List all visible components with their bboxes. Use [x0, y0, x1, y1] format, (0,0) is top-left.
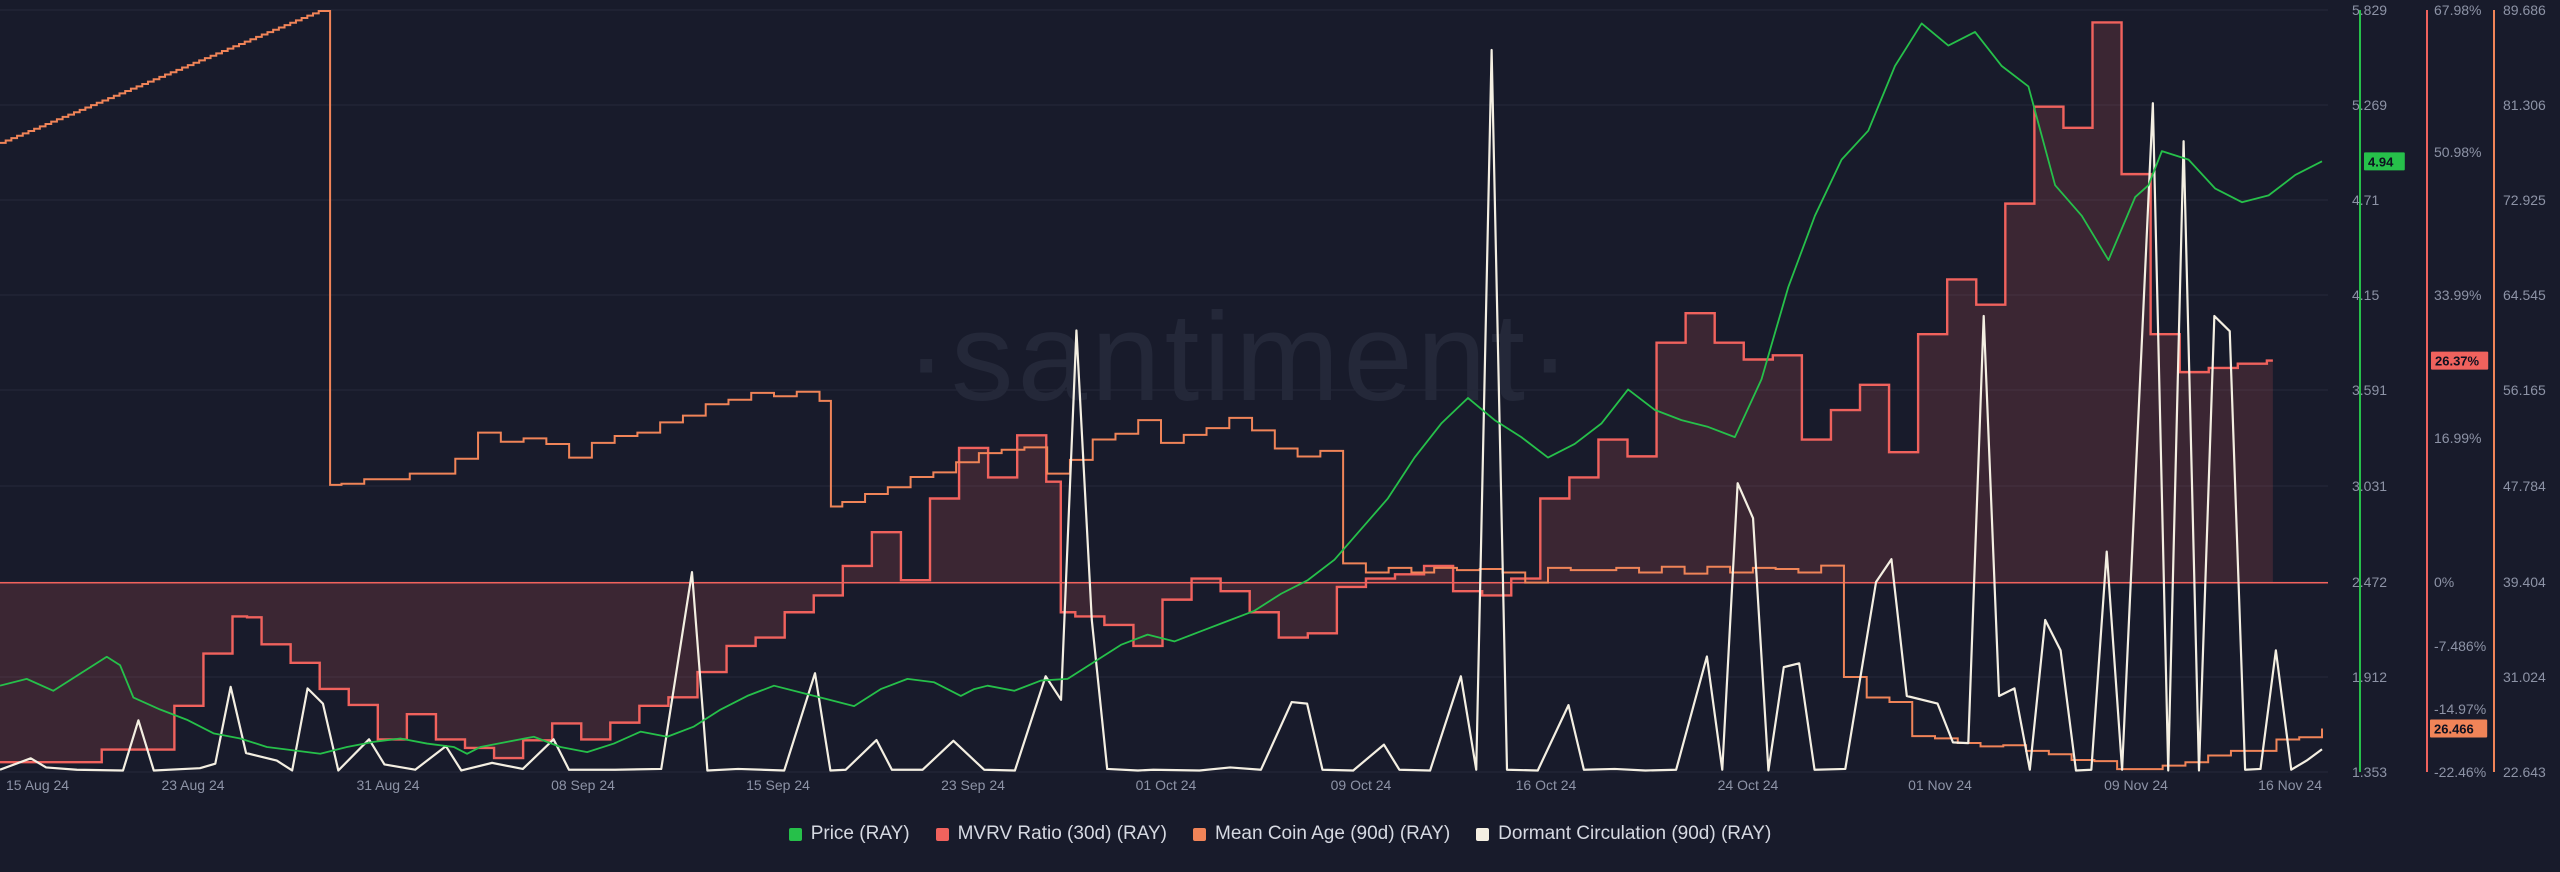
legend-swatch [788, 827, 802, 841]
x-tick-label: 15 Aug 24 [6, 777, 69, 793]
legend-label: Mean Coin Age (90d) (RAY) [1215, 823, 1451, 844]
price-line [0, 22, 2323, 755]
watermark: ·santiment· [905, 288, 1574, 427]
mca-tick-label: 89.686 [2503, 2, 2546, 18]
price-tick-label: 1.353 [2352, 764, 2387, 780]
mca-current-badge [2430, 719, 2488, 738]
mca-tick-label: 81.306 [2503, 97, 2546, 113]
mca-tick-label: 22.643 [2503, 764, 2546, 780]
x-tick-label: 16 Oct 24 [1516, 777, 1577, 793]
dormant-circulation-series [0, 48, 2323, 772]
mean-coin-age-series [0, 9, 2323, 771]
legend-label: MVRV Ratio (30d) (RAY) [957, 823, 1168, 844]
mvrv-tick-label: 50.98% [2434, 144, 2481, 160]
mvrv-tick-label: 67.98% [2434, 2, 2481, 18]
price-tick-label: 4.15 [2352, 287, 2379, 303]
mvrv-area [0, 22, 2273, 763]
mvrv-tick-label: -22.46% [2434, 764, 2486, 780]
x-axis-ticks: 15 Aug 24 23 Aug 24 31 Aug 24 08 Sep 24 15 S… [6, 777, 2322, 793]
x-tick-label: 23 Aug 24 [161, 777, 224, 793]
mca-tick-label: 31.024 [2503, 669, 2546, 685]
x-tick-label: 09 Oct 24 [1331, 777, 1392, 793]
price-current-label: 4.94 [2368, 154, 2394, 169]
legend-item[interactable]: MVRV Ratio (30d) (RAY) [935, 823, 1168, 845]
legend-item[interactable]: Mean Coin Age (90d) (RAY) [1193, 823, 1450, 845]
x-tick-label: 15 Sep 24 [746, 777, 810, 793]
legend-swatch [1193, 827, 1207, 841]
mca-tick-label: 39.404 [2503, 574, 2546, 590]
legend-label: Dormant Circulation (90d) (RAY) [1498, 823, 1772, 844]
mca-tick-label: 56.165 [2503, 382, 2546, 398]
price-current-badge [2364, 152, 2405, 171]
mvrv-series [0, 21, 2273, 764]
x-tick-label: 01 Oct 24 [1136, 777, 1197, 793]
mvrv-tick-label: -7.486% [2434, 638, 2486, 654]
price-tick-label: 2.472 [2352, 574, 2387, 590]
legend-label: Price (RAY) [810, 823, 910, 844]
mvrv-current-label: 26.37% [2435, 354, 2480, 369]
x-tick-label: 31 Aug 24 [356, 777, 419, 793]
x-tick-label: 24 Oct 24 [1718, 777, 1779, 793]
price-tick-label: 1.912 [2352, 669, 2387, 685]
mca-tick-label: 72.925 [2503, 192, 2546, 208]
x-tick-label: 01 Nov 24 [1908, 777, 1972, 793]
x-tick-label: 23 Sep 24 [941, 777, 1005, 793]
dormant-circulation-line [0, 48, 2323, 772]
mca-current-label: 26.466 [2434, 722, 2474, 737]
grid [0, 9, 2328, 773]
mvrv-current-badge [2431, 351, 2489, 370]
mvrv-tick-label: 33.99% [2434, 287, 2481, 303]
x-tick-label: 16 Nov 24 [2258, 777, 2322, 793]
price-tick-label: 5.269 [2352, 97, 2387, 113]
price-tick-label: 3.591 [2352, 382, 2387, 398]
mvrv-tick-label: 16.99% [2434, 430, 2481, 446]
legend-item[interactable]: Price (RAY) [788, 823, 910, 845]
mvrv-line [0, 21, 2273, 764]
axes: 5.829 5.269 4.71 4.15 3.591 3.031 2.472 1.912 1.… [2352, 2, 2546, 780]
price-tick-label: 3.031 [2352, 478, 2387, 494]
x-tick-label: 09 Nov 24 [2104, 777, 2168, 793]
legend-swatch [935, 827, 949, 841]
legend-swatch [1476, 827, 1490, 841]
x-tick-label: 08 Sep 24 [551, 777, 615, 793]
legend-item[interactable]: Dormant Circulation (90d) (RAY) [1476, 823, 1771, 845]
legend: Price (RAY) MVRV Ratio (30d) (RAY) Mean Co… [0, 818, 2560, 850]
mca-tick-label: 47.784 [2503, 478, 2546, 494]
mca-tick-label: 64.545 [2503, 287, 2546, 303]
mean-coin-age-line [0, 9, 2323, 771]
price-tick-label: 4.71 [2352, 192, 2379, 208]
mvrv-tick-label: 0% [2434, 574, 2454, 590]
price-tick-label: 5.829 [2352, 2, 2387, 18]
price-series [0, 22, 2323, 755]
mvrv-tick-label: -14.97% [2434, 701, 2486, 717]
